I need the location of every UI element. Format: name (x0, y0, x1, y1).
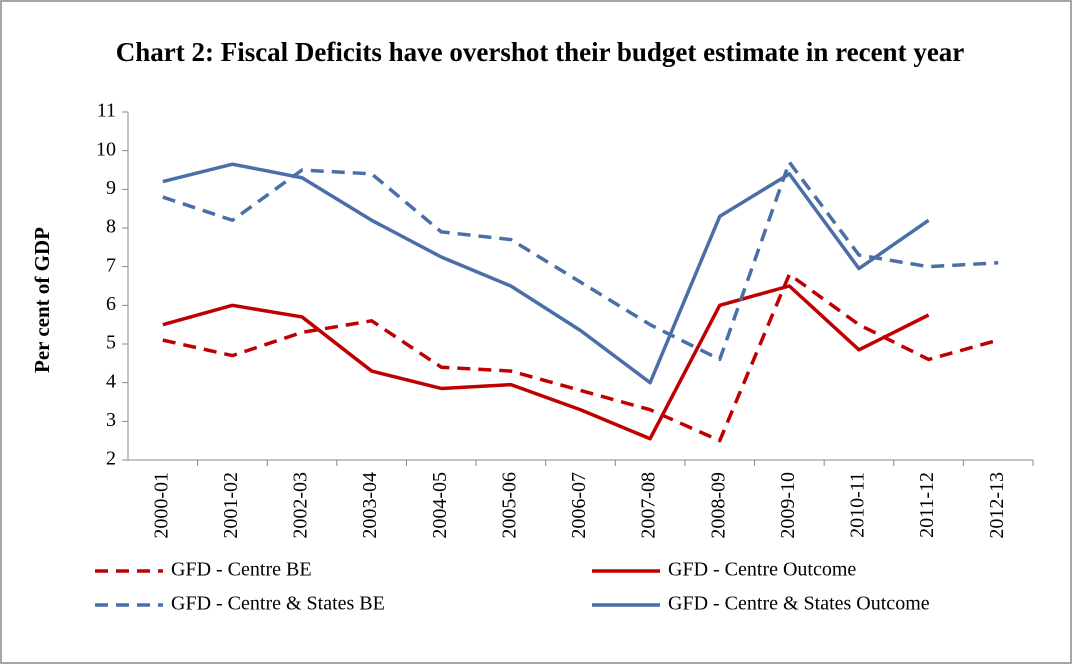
series-line (162, 160, 999, 362)
y-tick-label: 11 (97, 100, 116, 122)
x-tick-label: 2012-13 (986, 472, 1008, 539)
y-tick-label: 9 (106, 177, 116, 199)
y-tick-label: 3 (106, 409, 116, 431)
legend-label: GFD - Centre BE (171, 559, 312, 581)
x-tick-label: 2008-09 (707, 472, 729, 539)
y-tick-label: 2 (106, 448, 116, 470)
y-tick-label: 7 (106, 254, 116, 276)
chart-title: Chart 2: Fiscal Deficits have overshot t… (115, 37, 965, 67)
x-tick-label: 2001-02 (220, 472, 242, 539)
x-tick-label: 2009-10 (777, 472, 799, 539)
x-tick-label: 2003-04 (359, 472, 381, 539)
y-tick-label: 10 (96, 138, 116, 160)
x-tick-label: 2000-01 (150, 472, 172, 539)
legend-label: GFD - Centre & States Outcome (668, 593, 930, 615)
series-line (162, 162, 930, 385)
x-tick-label: 2011-12 (916, 472, 938, 538)
x-tick-label: 2004-05 (429, 472, 451, 539)
legend-label: GFD - Centre & States BE (171, 593, 385, 615)
x-tick-label: 2006-07 (568, 472, 590, 539)
y-tick-label: 6 (106, 293, 116, 315)
y-axis-label: Per cent of GDP (30, 227, 54, 373)
x-tick-label: 2002-03 (290, 472, 312, 539)
series-line (162, 284, 930, 441)
x-tick-label: 2005-06 (498, 472, 520, 539)
y-tick-label: 4 (106, 370, 116, 392)
y-tick-label: 5 (106, 332, 116, 354)
x-tick-label: 2007-08 (638, 472, 660, 539)
legend-label: GFD - Centre Outcome (668, 559, 856, 581)
y-tick-label: 8 (106, 216, 116, 238)
x-tick-label: 2010-11 (847, 472, 869, 538)
